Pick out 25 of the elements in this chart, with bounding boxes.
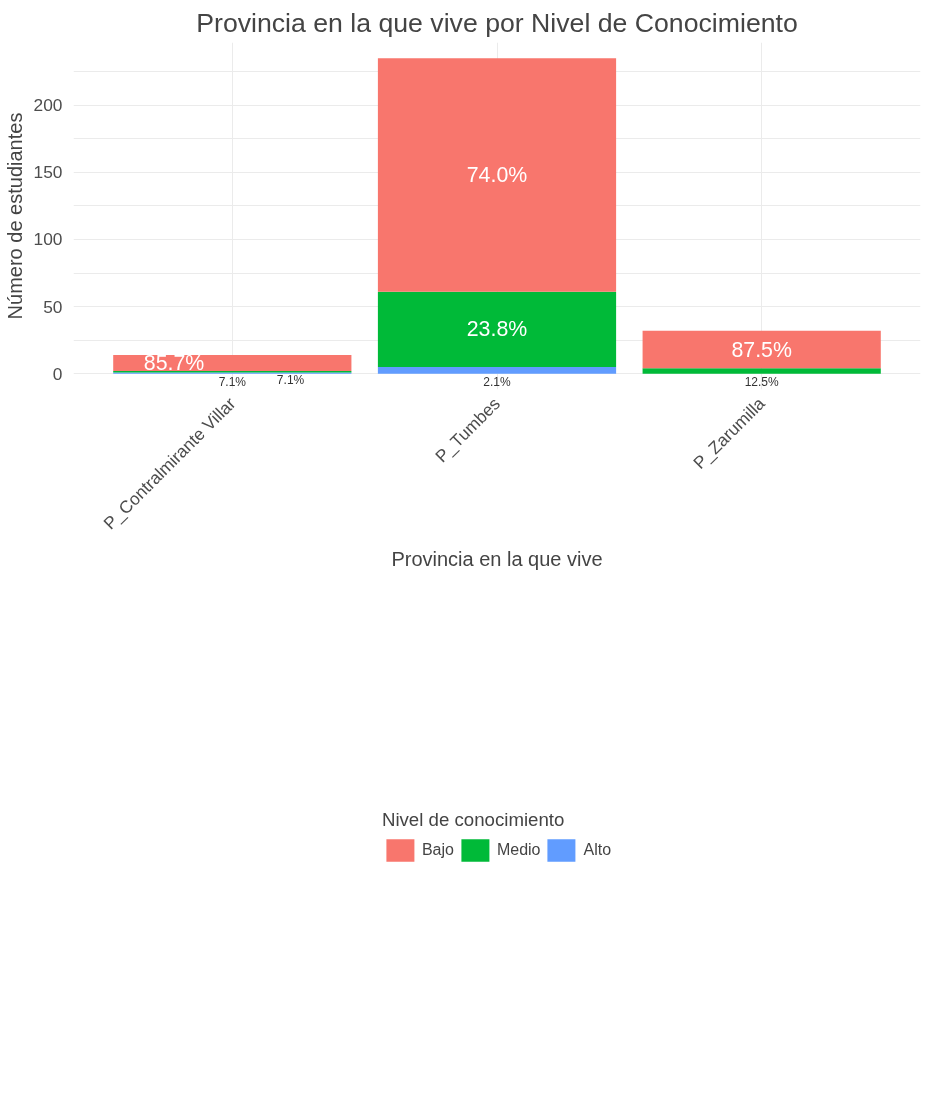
annotation: 74.0%: [466, 163, 528, 188]
bar: [377, 291, 617, 368]
annotation: 23.8%: [466, 317, 528, 342]
y-tick-label: 50: [43, 296, 63, 317]
bar: [377, 367, 617, 374]
annotation: 2.1%: [483, 374, 512, 389]
legend-label: Bajo: [421, 841, 454, 859]
annotation: 87.5%: [731, 337, 792, 362]
annotation: 7.1%: [218, 374, 247, 389]
x-axis-title: Provincia en la que vive: [391, 548, 603, 571]
legend-label: Medio: [496, 841, 541, 859]
chart-title: Provincia en la que vive por Nivel de Conocimiento: [196, 7, 798, 38]
annotation: 85.7%: [143, 350, 205, 375]
annotation: 12.5%: [744, 374, 780, 389]
y-axis-title: Número de estudiantes: [3, 112, 26, 320]
legend-title: Nivel de conocimiento: [381, 809, 566, 831]
annotation: 7.1%: [276, 373, 305, 388]
y-tick-label: 200: [33, 95, 63, 116]
bar: [642, 368, 881, 374]
y-tick-label: 100: [33, 229, 63, 250]
legend-label: Alto: [583, 841, 612, 859]
y-tick-label: 150: [33, 162, 63, 183]
y-tick-label: 0: [52, 363, 63, 384]
bar: [642, 330, 881, 369]
bar: [377, 58, 617, 292]
